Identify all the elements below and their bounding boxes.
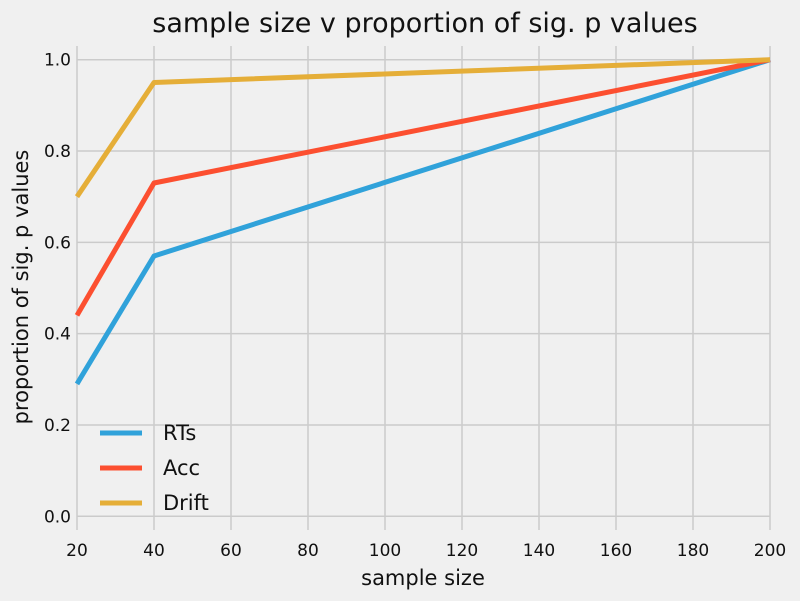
x-tick-label: 200 xyxy=(754,541,786,561)
y-axis-label: proportion of sig. p values xyxy=(9,150,33,425)
y-tick-label: 0.6 xyxy=(44,233,71,253)
legend: RTs Acc Drift xyxy=(100,421,209,515)
grid xyxy=(76,46,771,530)
y-tick-label: 1.0 xyxy=(44,51,71,71)
x-tick-labels: 20 40 60 80 100 120 140 160 180 200 xyxy=(66,541,786,561)
x-tick-label: 140 xyxy=(523,541,555,561)
legend-label-drift: Drift xyxy=(163,491,209,515)
y-tick-labels: 0.0 0.2 0.4 0.6 0.8 1.0 xyxy=(44,51,71,528)
x-tick-label: 160 xyxy=(600,541,632,561)
series-lines xyxy=(74,57,771,386)
x-tick-label: 20 xyxy=(66,541,88,561)
x-tick-label: 80 xyxy=(297,541,319,561)
x-tick-label: 120 xyxy=(446,541,478,561)
x-tick-label: 60 xyxy=(220,541,242,561)
legend-label-acc: Acc xyxy=(163,456,200,480)
series-line-rts xyxy=(74,57,771,386)
y-tick-label: 0.8 xyxy=(44,142,71,162)
legend-label-rts: RTs xyxy=(163,421,196,445)
chart-title: sample size v proportion of sig. p value… xyxy=(152,8,697,39)
series-line-drift xyxy=(74,57,771,199)
series-line-acc xyxy=(74,57,771,317)
x-tick-label: 40 xyxy=(143,541,165,561)
x-tick-label: 100 xyxy=(369,541,401,561)
y-tick-label: 0.0 xyxy=(44,507,71,527)
x-tick-label: 180 xyxy=(677,541,709,561)
y-tick-label: 0.2 xyxy=(44,416,71,436)
x-axis-label: sample size xyxy=(361,566,485,590)
y-tick-label: 0.4 xyxy=(44,325,71,345)
